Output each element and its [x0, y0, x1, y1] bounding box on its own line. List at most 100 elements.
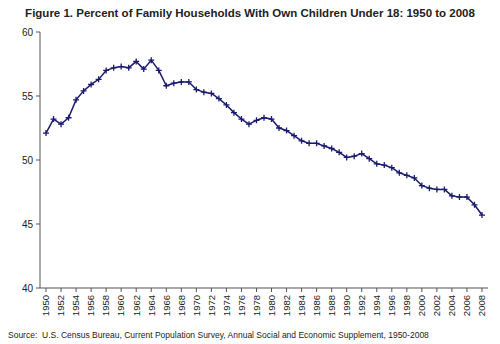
- data-point: [344, 154, 350, 160]
- x-tick-label: 1958: [100, 295, 111, 316]
- x-tick-label: 1986: [311, 295, 322, 316]
- data-point: [141, 66, 147, 72]
- x-tick: [76, 288, 77, 292]
- title: Figure 1. Percent of Family Households W…: [25, 7, 475, 19]
- data-point: [253, 117, 259, 123]
- x-tick: [436, 288, 437, 292]
- data-point: [404, 172, 410, 178]
- x-tick-label: 1964: [146, 295, 157, 316]
- x-tick: [106, 288, 107, 292]
- x-tick: [136, 288, 137, 292]
- x-tick-label: 1950: [40, 295, 51, 316]
- x-tick-label: 1998: [401, 295, 412, 316]
- x-tick-label: 1982: [281, 295, 292, 316]
- x-tick-label: 1980: [266, 295, 277, 316]
- data-point: [238, 116, 244, 122]
- x-tick: [61, 288, 62, 292]
- x-tick: [46, 288, 47, 292]
- data-point: [96, 76, 102, 82]
- x-tick-label: 1976: [236, 295, 247, 316]
- data-point: [359, 151, 365, 157]
- data-point: [66, 115, 72, 121]
- x-tick-label: 1960: [115, 295, 126, 316]
- data-point: [441, 186, 447, 192]
- x-tick: [241, 288, 242, 292]
- data-point: [389, 165, 395, 171]
- x-tick: [331, 288, 332, 292]
- data-point: [118, 64, 124, 70]
- data-point: [58, 121, 64, 127]
- data-point: [419, 183, 425, 189]
- x-tick-label: 1984: [296, 295, 307, 316]
- data-point: [163, 83, 169, 89]
- data-point: [411, 175, 417, 181]
- data-point: [449, 193, 455, 199]
- x-tick-label: 2008: [476, 295, 487, 316]
- x-tick: [376, 288, 377, 292]
- x-tick: [286, 288, 287, 292]
- data-point: [261, 115, 267, 121]
- x-tick: [451, 288, 452, 292]
- chart: Figure 1. Percent of Family Households W…: [0, 0, 500, 344]
- x-tick-label: 2004: [446, 295, 457, 316]
- x-tick: [301, 288, 302, 292]
- data-point: [321, 143, 327, 149]
- data-point: [246, 121, 252, 127]
- data-point: [43, 130, 49, 136]
- x-tick-label: 1978: [251, 295, 262, 316]
- data-point: [148, 57, 154, 63]
- x-tick: [316, 288, 317, 292]
- data-point: [223, 102, 229, 108]
- data-point: [51, 116, 57, 122]
- x-tick-label: 1990: [341, 295, 352, 316]
- y-tick-label: 40: [22, 283, 34, 294]
- data-point: [171, 80, 177, 86]
- x-tick-label: 1968: [176, 295, 187, 316]
- y-tick-label: 60: [22, 27, 34, 38]
- x-axis: [40, 288, 488, 289]
- data-point: [299, 138, 305, 144]
- x-tick: [346, 288, 347, 292]
- plot-area: [43, 57, 485, 218]
- data-point: [88, 81, 94, 87]
- data-point: [464, 194, 470, 200]
- x-tick: [196, 288, 197, 292]
- x-tick: [211, 288, 212, 292]
- data-point: [336, 149, 342, 155]
- x-tick-label: 1988: [326, 295, 337, 316]
- x-tick: [181, 288, 182, 292]
- data-point: [103, 67, 109, 73]
- x-tick-label: 1994: [371, 295, 382, 316]
- y-tick: [36, 160, 40, 161]
- data-point: [374, 161, 380, 167]
- y-tick: [36, 96, 40, 97]
- data-point: [133, 58, 139, 64]
- data-point: [81, 88, 87, 94]
- x-tick: [406, 288, 407, 292]
- source-note: Source: U.S. Census Bureau, Current Popu…: [8, 330, 429, 340]
- x-tick: [166, 288, 167, 292]
- x-tick: [256, 288, 257, 292]
- x-tick-label: 1952: [55, 295, 66, 316]
- x-tick-label: 1970: [191, 295, 202, 316]
- x-tick-label: 1974: [221, 295, 232, 316]
- x-tick-label: 2006: [461, 295, 472, 316]
- data-point: [381, 162, 387, 168]
- data-point: [193, 87, 199, 93]
- x-tick: [481, 288, 482, 292]
- x-tick-label: 1966: [161, 295, 172, 316]
- data-point: [366, 156, 372, 162]
- data-point: [186, 79, 192, 85]
- data-point: [111, 65, 117, 71]
- y-tick: [36, 224, 40, 225]
- x-tick-label: 1962: [131, 295, 142, 316]
- x-tick: [91, 288, 92, 292]
- data-line: [46, 60, 482, 215]
- data-point: [329, 145, 335, 151]
- x-tick-label: 2000: [416, 295, 427, 316]
- data-point: [314, 140, 320, 146]
- x-tick-label: 1956: [85, 295, 96, 316]
- x-tick: [121, 288, 122, 292]
- x-tick-label: 1996: [386, 295, 397, 316]
- x-tick: [226, 288, 227, 292]
